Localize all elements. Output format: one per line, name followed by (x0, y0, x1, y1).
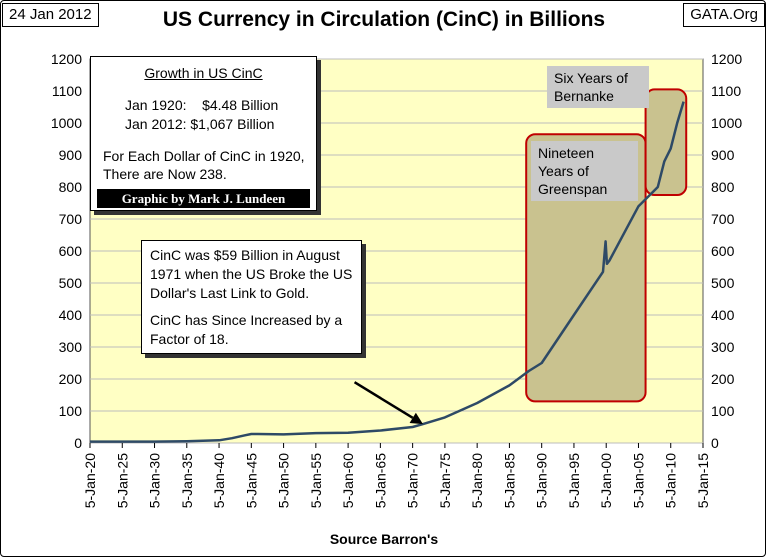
annotation-text-2: CinC has Since Increased by a Factor of … (150, 312, 343, 347)
y-tick-label-right: 800 (711, 179, 735, 195)
y-tick-label-right: 1000 (711, 115, 742, 131)
x-tick-label: 5-Jan-40 (211, 453, 227, 508)
y-tick-label-right: 400 (711, 307, 735, 323)
y-tick-label-right: 200 (711, 371, 735, 387)
per-dollar-line-1: For Each Dollar of CinC in 1920, (103, 148, 305, 164)
y-axis-left: 0 100 200 300 400 500 600 700 800 900 1000 1100 1200 (51, 51, 82, 451)
y-tick-label-left: 100 (59, 403, 83, 419)
y-tick-label-right: 500 (711, 275, 735, 291)
graphic-credit: Graphic by Mark J. Lundeen (97, 189, 310, 208)
y-tick-label-left: 900 (59, 147, 83, 163)
x-axis: 5-Jan-20 5-Jan-25 5-Jan-30 5-Jan-35 5-Jan-40… (82, 443, 711, 508)
x-tick-label: 5-Jan-80 (469, 453, 485, 508)
y-tick-label-right: 700 (711, 211, 735, 227)
annotation-text-1: CinC was $59 Billion in August 1971 when… (150, 247, 353, 301)
growth-heading: Growth in US CinC (144, 65, 263, 81)
x-tick-label: 5-Jan-25 (114, 453, 130, 508)
y-tick-label-left: 400 (59, 307, 83, 323)
date-label: 24 Jan 2012 (2, 3, 99, 27)
y-tick-label-right: 600 (711, 243, 735, 259)
growth-row-2012: Jan 2012: $1,067 Billion (125, 116, 274, 132)
x-tick-label: 5-Jan-65 (372, 453, 388, 508)
series-line-cinc (90, 101, 685, 443)
y-tick-label-left: 1000 (51, 115, 82, 131)
x-tick-label: 5-Jan-95 (566, 453, 582, 508)
gold-link-annotation: CinC was $59 Billion in August 1971 when… (141, 240, 362, 354)
annotation-arrowhead (409, 412, 423, 425)
source-label: Source Barron's (329, 531, 439, 547)
y-tick-label-left: 800 (59, 179, 83, 195)
y-tick-label-left: 700 (59, 211, 83, 227)
chart-title: US Currency in Circulation (CinC) in Bil… (162, 8, 606, 31)
y-tick-label-right: 1200 (711, 51, 742, 67)
x-tick-label: 5-Jan-50 (276, 453, 292, 508)
y-tick-label-left: 600 (59, 243, 83, 259)
x-tick-label: 5-Jan-30 (147, 453, 163, 508)
y-tick-label-right: 100 (711, 403, 735, 419)
y-tick-label-left: 500 (59, 275, 83, 291)
x-tick-label: 5-Jan-10 (663, 453, 679, 508)
brand-label: GATA.Org (683, 3, 765, 27)
x-tick-label: 5-Jan-85 (501, 453, 517, 508)
x-tick-label: 5-Jan-70 (405, 453, 421, 508)
y-tick-label-right: 900 (711, 147, 735, 163)
bernanke-label: Six Years of Bernanke (547, 66, 649, 108)
highlight-box (644, 88, 688, 196)
x-tick-label: 5-Jan-45 (243, 453, 259, 508)
x-tick-label: 5-Jan-20 (82, 453, 98, 508)
annotation-arrow (353, 381, 414, 419)
greenspan-label: Nineteen Years of Greenspan (531, 141, 638, 201)
x-tick-label: 5-Jan-90 (534, 453, 550, 508)
row-2012-label: Jan 2012: (125, 116, 187, 132)
x-tick-label: 5-Jan-60 (340, 453, 356, 508)
y-tick-label-left: 300 (59, 339, 83, 355)
y-tick-label-right: 0 (711, 435, 719, 451)
y-tick-label-right: 1100 (711, 83, 741, 99)
y-axis-right: 0 100 200 300 400 500 600 700 800 900 1000 1100 1200 (711, 51, 742, 451)
x-tick-label: 5-Jan-00 (598, 453, 614, 508)
y-tick-label-left: 0 (74, 435, 82, 451)
highlight-boxes (525, 88, 688, 403)
y-tick-label-left: 200 (59, 371, 83, 387)
row-1920-value: $4.48 Billion (202, 97, 279, 113)
x-tick-label: 5-Jan-55 (308, 453, 324, 508)
per-dollar-line-2: There are Now 238. (103, 166, 227, 182)
x-tick-label: 5-Jan-15 (695, 453, 711, 508)
x-tick-label: 5-Jan-35 (179, 453, 195, 508)
row-1920-label: Jan 1920: (125, 97, 187, 113)
y-tick-label-right: 300 (711, 339, 735, 355)
y-tick-label-left: 1200 (51, 51, 82, 67)
highlight-box (525, 133, 647, 403)
y-tick-label-left: 1100 (52, 83, 82, 99)
x-tick-label: 5-Jan-75 (437, 453, 453, 508)
row-2012-value: $1,067 Billion (190, 116, 275, 132)
growth-info-box: Growth in US CinC Jan 1920: $4.48 Billio… (90, 56, 317, 211)
x-tick-label: 5-Jan-05 (630, 453, 646, 508)
growth-row-1920: Jan 1920: $4.48 Billion (125, 97, 278, 113)
